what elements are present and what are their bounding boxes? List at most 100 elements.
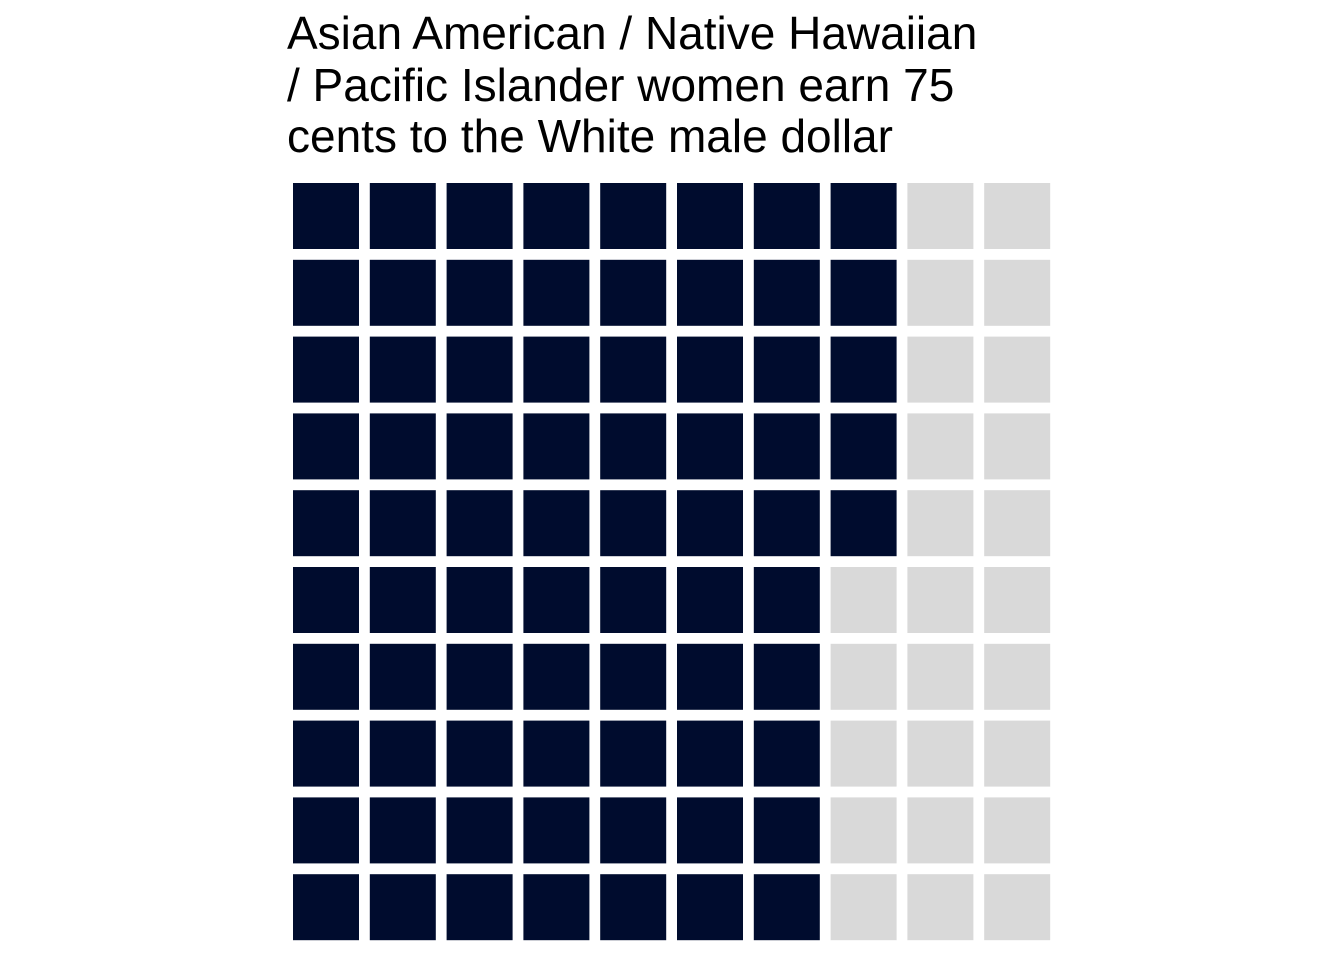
waffle-cell-empty	[984, 413, 1051, 480]
waffle-cell-filled	[369, 874, 436, 941]
waffle-cell-filled	[677, 490, 743, 557]
waffle-cell-empty	[984, 720, 1051, 787]
waffle-cell-filled	[600, 874, 667, 941]
waffle-cell-filled	[677, 259, 743, 326]
waffle-cell-filled	[677, 336, 743, 403]
waffle-cell-empty	[907, 259, 974, 326]
waffle-cell-empty	[907, 643, 974, 710]
waffle-cell-empty	[907, 874, 974, 941]
waffle-cell-filled	[677, 413, 743, 480]
waffle-cell-filled	[753, 183, 820, 249]
waffle-cell-filled	[600, 490, 667, 557]
waffle-cell-empty	[984, 336, 1051, 403]
waffle-cell-filled	[446, 874, 513, 941]
waffle-cell-empty	[907, 567, 974, 633]
waffle-cell-empty	[907, 336, 974, 403]
waffle-cell-filled	[523, 874, 590, 941]
waffle-cell-filled	[753, 643, 820, 710]
waffle-cell-filled	[830, 490, 897, 557]
waffle-cell-filled	[446, 797, 513, 864]
waffle-cell-filled	[523, 797, 590, 864]
waffle-cell-filled	[753, 336, 820, 403]
waffle-cell-filled	[753, 490, 820, 557]
waffle-cell-filled	[446, 259, 513, 326]
waffle-cell-filled	[600, 797, 667, 864]
waffle-cell-empty	[830, 720, 897, 787]
waffle-cell-filled	[369, 567, 436, 633]
waffle-cell-filled	[677, 797, 743, 864]
waffle-cell-filled	[600, 183, 667, 249]
waffle-cell-filled	[830, 259, 897, 326]
waffle-cell-filled	[446, 413, 513, 480]
waffle-cell-filled	[753, 874, 820, 941]
waffle-cell-filled	[369, 643, 436, 710]
waffle-cell-empty	[984, 183, 1051, 249]
waffle-cell-filled	[293, 643, 359, 710]
waffle-cell-filled	[830, 413, 897, 480]
waffle-cell-empty	[984, 874, 1051, 941]
waffle-cell-empty	[984, 259, 1051, 326]
waffle-cell-filled	[523, 490, 590, 557]
waffle-cell-filled	[369, 490, 436, 557]
waffle-cell-filled	[753, 720, 820, 787]
waffle-cell-filled	[369, 259, 436, 326]
waffle-cell-empty	[907, 720, 974, 787]
waffle-cell-filled	[600, 413, 667, 480]
waffle-cell-filled	[523, 183, 590, 249]
chart-title: Asian American / Native Hawaiian / Pacif…	[287, 7, 978, 162]
waffle-cell-filled	[677, 874, 743, 941]
waffle-cell-filled	[600, 567, 667, 633]
waffle-cell-empty	[984, 797, 1051, 864]
waffle-cell-filled	[830, 336, 897, 403]
waffle-cell-empty	[907, 797, 974, 864]
waffle-cell-filled	[369, 183, 436, 249]
waffle-cell-filled	[523, 413, 590, 480]
waffle-cell-filled	[600, 336, 667, 403]
waffle-cell-filled	[293, 874, 359, 941]
waffle-cell-filled	[523, 567, 590, 633]
waffle-cells	[293, 183, 1051, 941]
waffle-cell-filled	[369, 413, 436, 480]
waffle-cell-filled	[369, 797, 436, 864]
waffle-cell-filled	[369, 336, 436, 403]
waffle-cell-filled	[753, 797, 820, 864]
waffle-cell-filled	[293, 797, 359, 864]
waffle-cell-filled	[677, 567, 743, 633]
waffle-cell-filled	[753, 567, 820, 633]
waffle-cell-empty	[830, 797, 897, 864]
waffle-cell-empty	[830, 643, 897, 710]
waffle-cell-empty	[830, 874, 897, 941]
waffle-cell-filled	[293, 336, 359, 403]
waffle-cell-empty	[907, 183, 974, 249]
waffle-cell-empty	[907, 490, 974, 557]
waffle-cell-filled	[446, 183, 513, 249]
waffle-cell-filled	[446, 336, 513, 403]
waffle-cell-filled	[446, 720, 513, 787]
waffle-cell-filled	[677, 183, 743, 249]
waffle-cell-filled	[523, 643, 590, 710]
waffle-cell-filled	[753, 259, 820, 326]
waffle-cell-filled	[523, 720, 590, 787]
waffle-cell-filled	[523, 336, 590, 403]
waffle-cell-empty	[830, 567, 897, 633]
waffle-cell-filled	[293, 490, 359, 557]
waffle-cell-filled	[600, 643, 667, 710]
waffle-cell-filled	[446, 567, 513, 633]
waffle-cell-filled	[830, 183, 897, 249]
waffle-cell-filled	[600, 259, 667, 326]
waffle-cell-filled	[369, 720, 436, 787]
waffle-cell-filled	[293, 259, 359, 326]
waffle-cell-filled	[293, 720, 359, 787]
waffle-cell-empty	[984, 643, 1051, 710]
waffle-cell-empty	[907, 413, 974, 480]
waffle-cell-filled	[293, 413, 359, 480]
waffle-cell-filled	[523, 259, 590, 326]
waffle-cell-filled	[293, 567, 359, 633]
waffle-cell-empty	[984, 490, 1051, 557]
waffle-cell-filled	[677, 720, 743, 787]
waffle-cell-filled	[293, 183, 359, 249]
waffle-cell-filled	[677, 643, 743, 710]
waffle-cell-filled	[753, 413, 820, 480]
waffle-cell-empty	[984, 567, 1051, 633]
